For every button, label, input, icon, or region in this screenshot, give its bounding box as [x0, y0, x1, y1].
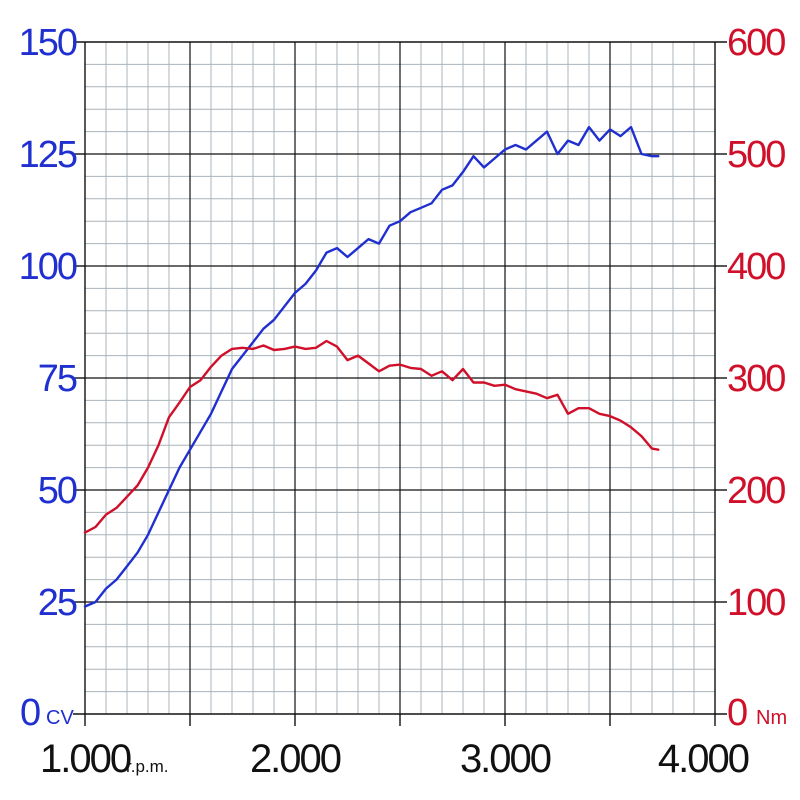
major-gridlines [85, 42, 715, 714]
left-axis-ticks: 0 25 50 75 100 125 150 [19, 22, 79, 734]
right-tick-label: 0 [727, 692, 747, 734]
power-series-line [83, 125, 660, 608]
left-tick-label: 125 [19, 134, 77, 176]
x-tick-label: 1.000 [40, 737, 131, 781]
right-tick-label: 500 [727, 134, 785, 176]
right-axis-ticks: 0 100 200 300 400 500 600 [727, 22, 787, 734]
left-tick-label: 25 [38, 582, 77, 624]
x-tick-label: 4.000 [658, 737, 749, 781]
series-layer [83, 125, 660, 608]
torque-series-line [83, 339, 660, 534]
right-tick-label: 600 [727, 22, 785, 64]
right-tick-label: 200 [727, 470, 785, 512]
left-axis-unit: CV [46, 707, 74, 729]
right-tick-label: 100 [727, 582, 785, 624]
left-tick-label: 75 [38, 358, 77, 400]
right-tick-label: 400 [727, 246, 785, 288]
left-tick-label: 0 [20, 692, 40, 734]
x-axis-unit: r.p.m. [126, 757, 169, 776]
x-axis-ticks: 1.000 2.000 3.000 4.000 [40, 737, 751, 781]
right-tick-label: 300 [727, 358, 785, 400]
x-tick-label: 3.000 [460, 737, 551, 781]
left-tick-label: 50 [38, 470, 77, 512]
x-tick-label: 2.000 [250, 737, 341, 781]
left-tick-label: 100 [19, 246, 77, 288]
plot-border [73, 41, 727, 726]
left-tick-label: 150 [19, 22, 77, 64]
right-axis-unit: Nm [756, 707, 787, 729]
